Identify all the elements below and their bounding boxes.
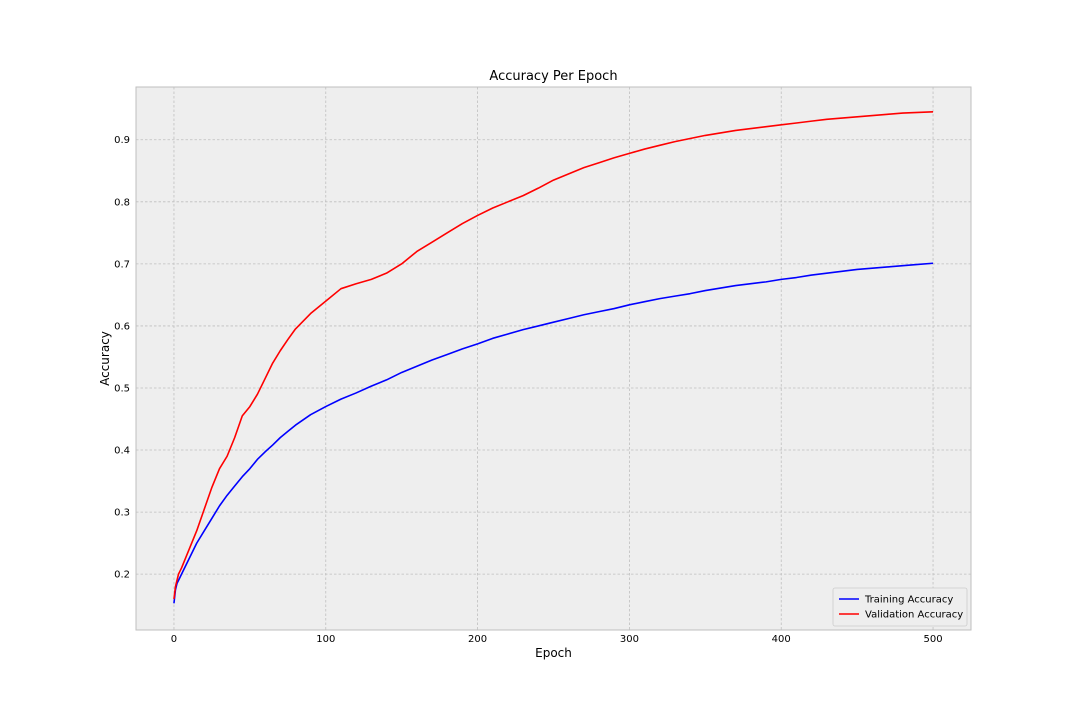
x-tick-label: 100	[316, 634, 335, 645]
y-tick-label: 0.7	[114, 259, 130, 270]
x-tick-label: 300	[620, 634, 639, 645]
chart-title: Accuracy Per Epoch	[489, 69, 617, 84]
y-axis-ticks: 0.2 0.3 0.4 0.5 0.6 0.7 0.8 0.9	[114, 135, 130, 580]
series-line-1	[173, 111, 934, 600]
x-tick-label: 0	[171, 634, 177, 645]
legend-box	[832, 587, 968, 627]
y-tick-label: 0.9	[114, 135, 130, 146]
x-axis-ticks: 0 100 200 300 400 500	[171, 634, 943, 645]
plot-background	[136, 87, 971, 630]
y-tick-label: 0.6	[114, 321, 130, 332]
y-tick-label: 0.4	[114, 446, 130, 457]
y-tick-label: 0.3	[114, 508, 130, 519]
plot-frame	[135, 86, 972, 631]
series-line-0	[173, 262, 934, 604]
x-axis-label: Epoch	[535, 646, 572, 660]
y-tick-label: 0.8	[114, 197, 130, 208]
x-tick-label: 400	[772, 634, 791, 645]
y-tick-label: 0.2	[114, 570, 130, 581]
legend-label-0: Training Accuracy	[864, 595, 953, 606]
y-tick-label: 0.5	[114, 383, 130, 394]
series-lines	[173, 111, 934, 604]
x-tick-label: 500	[923, 634, 942, 645]
legend-label-1: Validation Accuracy	[865, 610, 963, 621]
y-axis-label: Accuracy	[98, 331, 112, 386]
x-tick-label: 200	[468, 634, 487, 645]
grid-lines	[136, 87, 971, 630]
legend: Training Accuracy Validation Accuracy	[832, 587, 968, 627]
